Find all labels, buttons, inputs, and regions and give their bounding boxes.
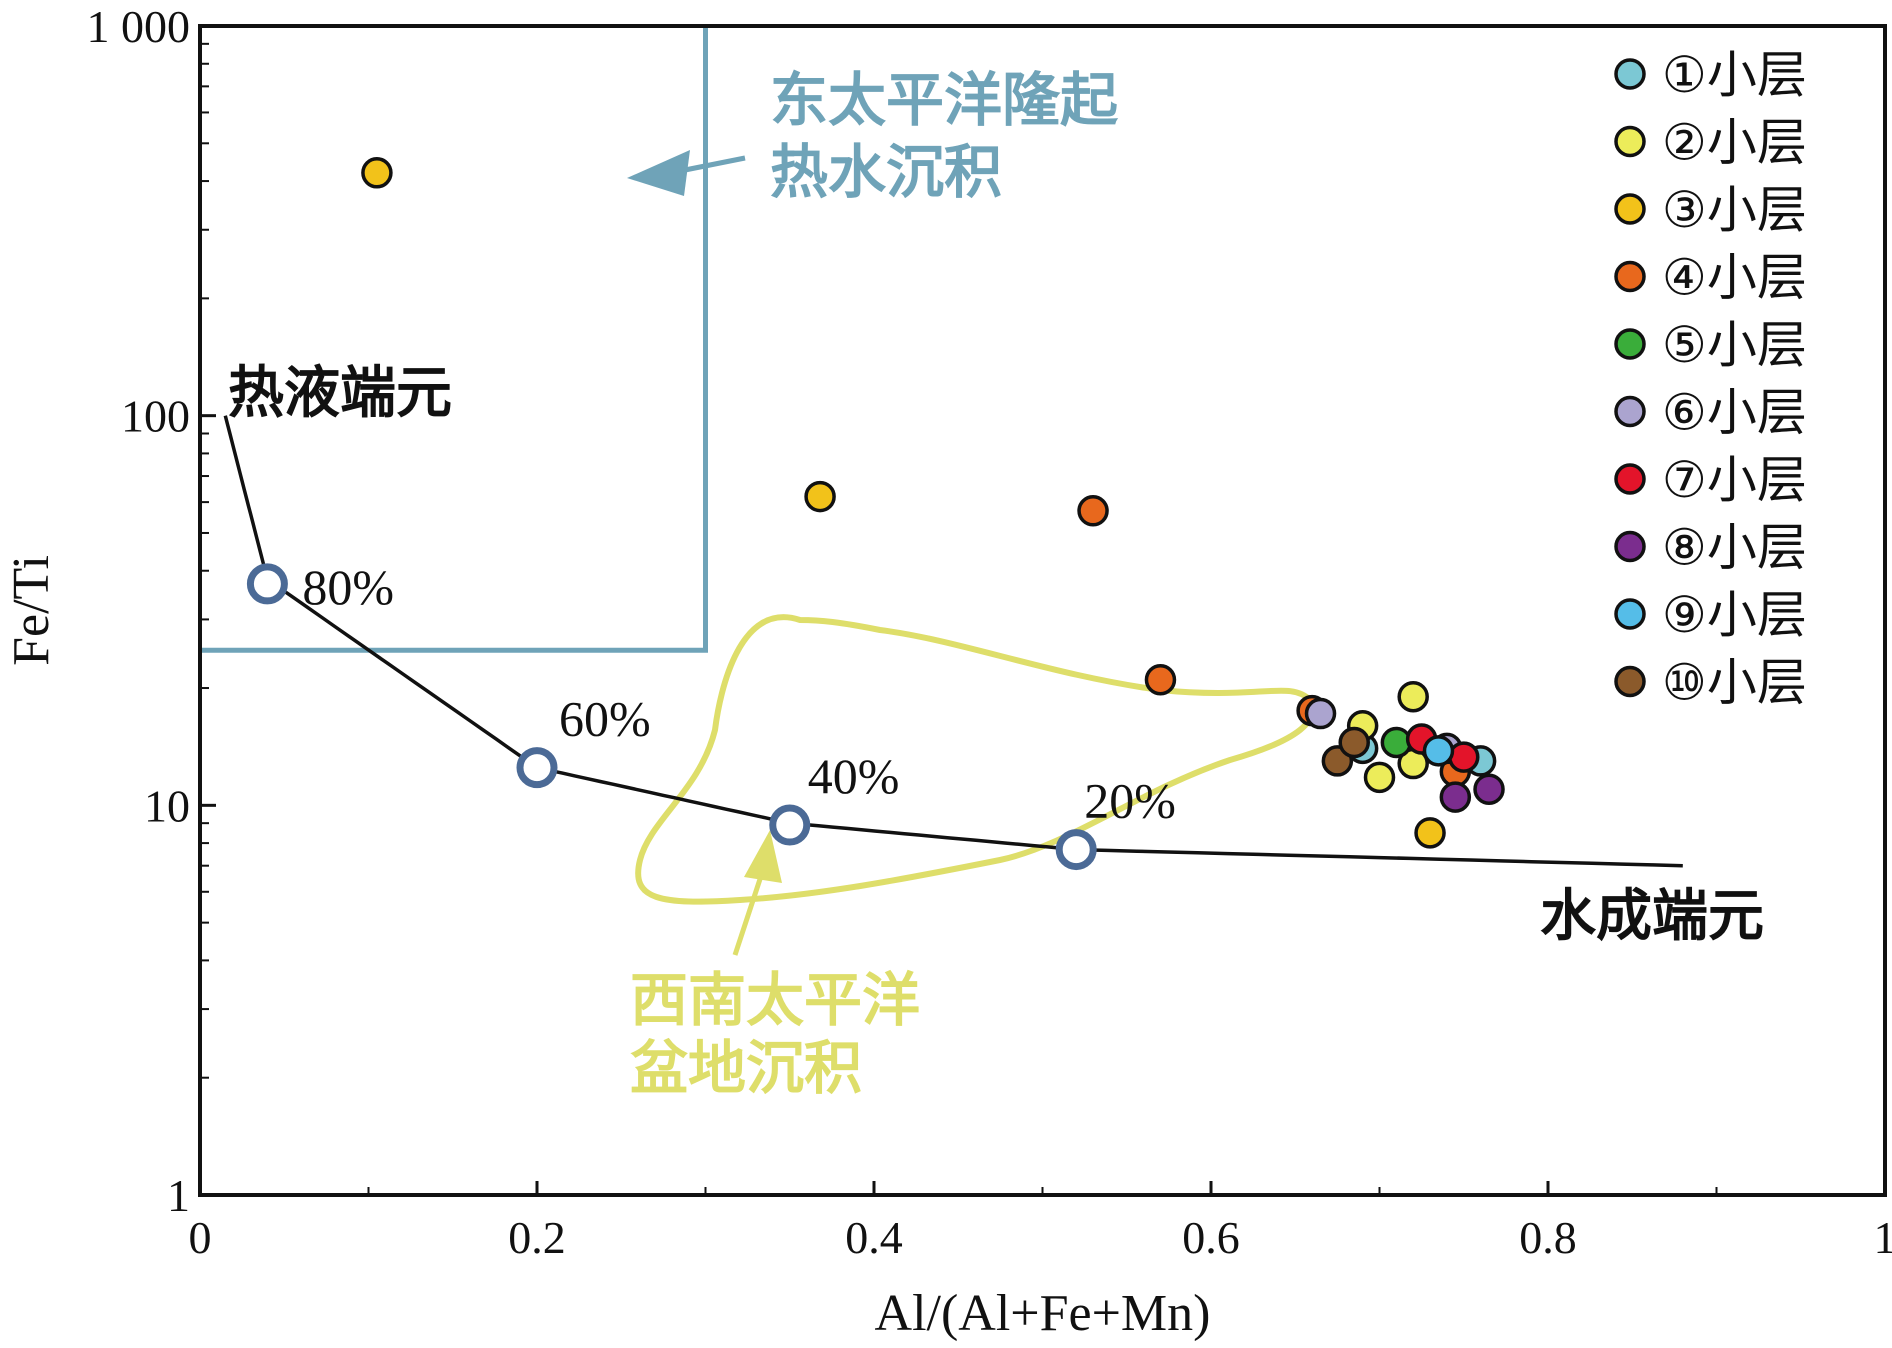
y-tick-label: 1 xyxy=(167,1170,190,1221)
series-5 xyxy=(1380,726,1413,759)
legend-marker xyxy=(1614,463,1646,495)
mixing-marker xyxy=(769,804,811,846)
series-3 xyxy=(361,157,1446,849)
legend-marker xyxy=(1614,260,1646,293)
legend-label: ④小层 xyxy=(1662,249,1807,307)
data-point xyxy=(1473,773,1505,805)
legend-label: ③小层 xyxy=(1662,181,1807,239)
points-layer xyxy=(361,157,1505,849)
region-label-sw-pacific: 西南太平洋 xyxy=(630,966,920,1034)
region-sw-pacific-basin xyxy=(635,614,1316,905)
series-9 xyxy=(1422,735,1455,767)
legend-label: ⑤小层 xyxy=(1662,316,1807,374)
legend-label: ⑩小层 xyxy=(1662,654,1807,712)
legend-label: ①小层 xyxy=(1662,46,1807,104)
region-arrow-head xyxy=(744,830,782,883)
legend-marker xyxy=(1614,125,1646,158)
legend-label: ⑨小层 xyxy=(1662,586,1807,644)
mixing-marker-label: 20% xyxy=(1084,773,1176,829)
mixing-curve xyxy=(223,415,1683,868)
series-2 xyxy=(1346,680,1429,794)
mixing-marker xyxy=(1055,829,1097,871)
mixing-curve-layer xyxy=(223,415,1683,871)
region-label-east-pacific: 热水沉积 xyxy=(770,138,1002,206)
region-east-pacific-rise xyxy=(200,26,708,653)
legend-marker xyxy=(1614,328,1646,360)
data-point xyxy=(1077,495,1109,527)
region-label-east-pacific: 东太平洋隆起 xyxy=(770,66,1119,134)
series-8 xyxy=(1439,773,1505,813)
mixing-marker xyxy=(246,563,288,605)
legend-marker xyxy=(1614,58,1646,90)
legend-marker xyxy=(1614,193,1646,225)
x-axis-title: Al/(Al+Fe+Mn) xyxy=(875,1285,1211,1342)
y-tick-label: 100 xyxy=(121,391,190,442)
region-arrow-line xyxy=(732,869,766,956)
series-10 xyxy=(1321,726,1370,777)
legend-marker xyxy=(1614,598,1646,630)
legend-label: ②小层 xyxy=(1662,114,1807,172)
y-tick-label: 1 000 xyxy=(87,1,191,52)
legend-layer: ①小层 ②小层 ③小层 ④小层 ⑤小层 ⑥小层 ⑦小层 ⑧小层 ⑨小层 ⑩小层 xyxy=(1614,46,1807,712)
x-tick-label: 0.6 xyxy=(1182,1212,1240,1263)
data-point xyxy=(1448,741,1480,773)
x-tick-label: 0 xyxy=(189,1212,212,1263)
axes-layer: 0 0.2 0.4 0.6 0.8 1 1 10 100 1 000 Al/(Al+Fe+Mn) Fe… xyxy=(3,1,1892,1342)
data-point xyxy=(1304,697,1337,730)
data-point xyxy=(804,480,836,513)
hydrothermal-endmember-label: 热液端元 xyxy=(228,361,452,426)
y-axis-title: Fe/Ti xyxy=(3,555,60,666)
x-tick-label: 1 xyxy=(1874,1212,1892,1263)
data-point xyxy=(1414,817,1446,849)
mixing-marker-label: 60% xyxy=(559,691,651,747)
legend-marker xyxy=(1614,395,1646,428)
x-tick-label: 0.8 xyxy=(1519,1212,1577,1263)
region-arrow-head xyxy=(627,150,690,196)
legend-label: ⑥小层 xyxy=(1662,384,1807,442)
mixing-marker xyxy=(516,747,558,789)
mixing-marker-label: 40% xyxy=(808,748,900,804)
region-label-sw-pacific: 盆地沉积 xyxy=(630,1034,862,1102)
data-point xyxy=(1397,680,1429,713)
y-tick-label: 10 xyxy=(144,780,190,831)
series-7 xyxy=(1405,723,1480,773)
data-point xyxy=(1422,735,1455,767)
mixing-marker-label: 80% xyxy=(302,559,394,615)
x-tick-label: 0.4 xyxy=(845,1212,903,1263)
legend-label: ⑧小层 xyxy=(1662,519,1807,577)
legend-label: ⑦小层 xyxy=(1662,451,1807,509)
legend-marker xyxy=(1614,665,1646,698)
data-point xyxy=(1439,781,1472,813)
data-point xyxy=(1363,761,1396,794)
data-point xyxy=(1338,726,1370,759)
data-point xyxy=(1380,726,1413,759)
data-point xyxy=(361,157,393,189)
hydrogenous-endmember-label: 水成端元 xyxy=(1540,884,1764,949)
x-tick-label: 0.2 xyxy=(508,1212,566,1263)
data-point xyxy=(1144,664,1177,696)
legend-marker xyxy=(1614,530,1646,563)
